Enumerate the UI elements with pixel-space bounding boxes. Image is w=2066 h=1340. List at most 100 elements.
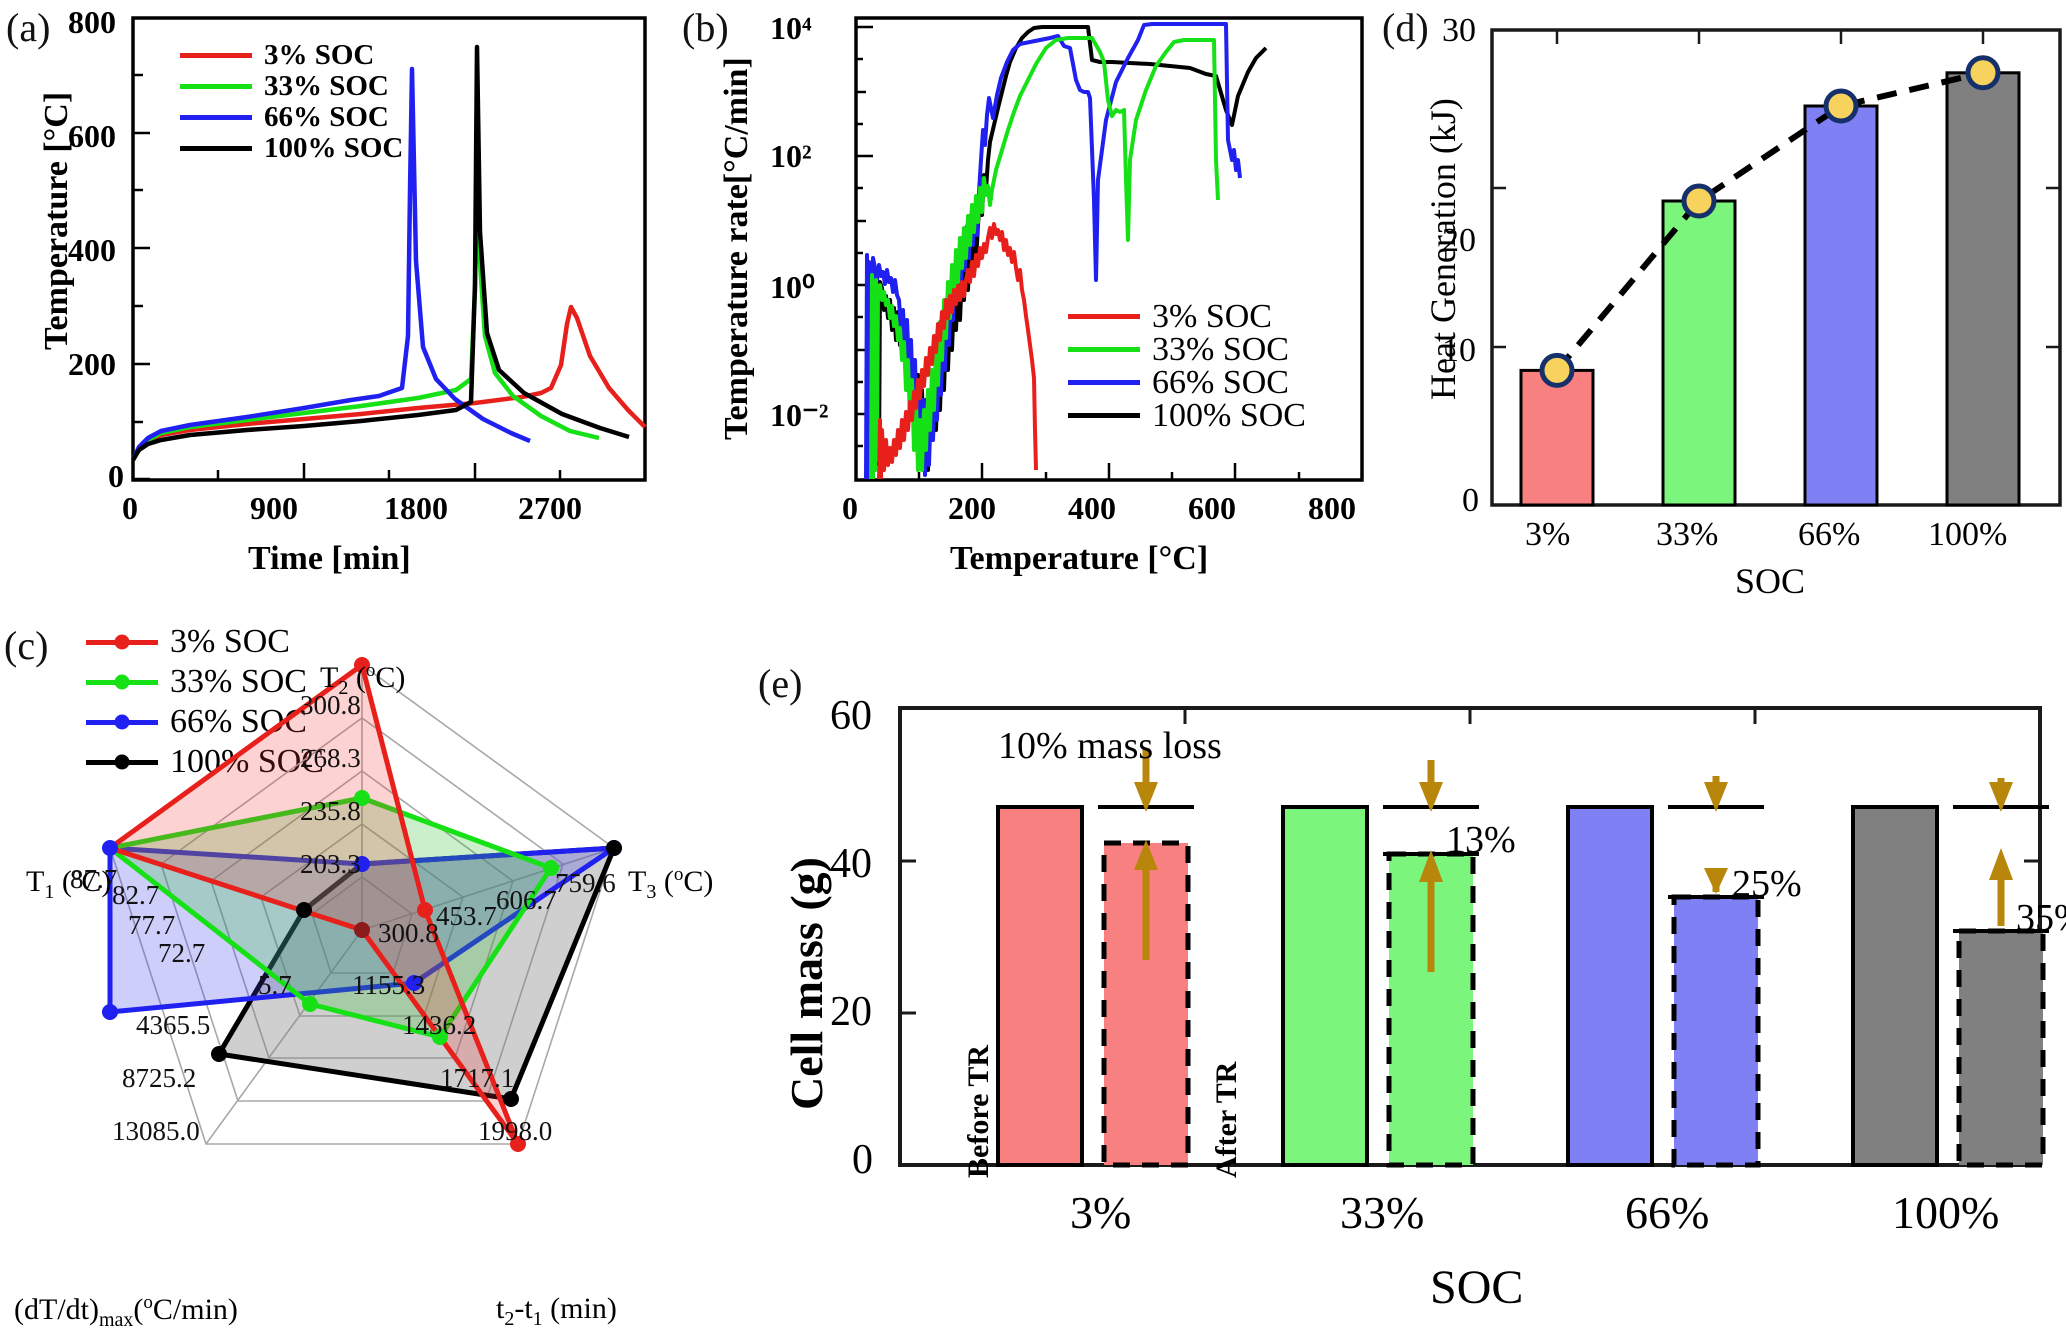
panel-b: (b) Temperature rate[°C/min] 10⁴ 10² 10⁰…	[660, 0, 1380, 600]
panel-e-xtick-3: 3%	[1070, 1187, 1132, 1238]
panel-e-bar-before-33	[1281, 805, 1369, 1167]
legend-line-marker-icon	[86, 719, 158, 725]
panel-d-xtick-66: 66%	[1798, 516, 1861, 553]
panel-a-legend-item-1: 33% SOC	[180, 70, 403, 102]
radar-points	[102, 657, 622, 1152]
panel-b-legend-item-2: 66% SOC	[1068, 363, 1306, 401]
panel-b-ytick-1e0: 10⁰	[770, 269, 815, 305]
panel-b-legend-label: 66% SOC	[1152, 363, 1289, 401]
panel-d-ytick-0: 0	[1462, 482, 1479, 519]
radar-axis-name-t2t1: t2-t1 (min)	[496, 1292, 617, 1330]
legend-line-icon	[1068, 380, 1140, 385]
panel-b-xtick-200: 200	[948, 490, 996, 526]
panel-e-ytick-40: 40	[830, 841, 872, 887]
panel-e-annotation-0: 10% mass loss	[998, 725, 1222, 767]
panel-a-legend-label: 100% SOC	[264, 132, 404, 164]
panel-b-legend-label: 3% SOC	[1152, 297, 1272, 335]
panel-b-legend-item-0: 3% SOC	[1068, 297, 1306, 335]
radar-tick-T3-2: 453.7	[436, 901, 497, 931]
panel-d-bar-66	[1803, 104, 1879, 507]
panel-e-plot	[898, 706, 2049, 1168]
panel-a-xtick-0: 0	[122, 490, 138, 526]
panel-a-ytick-800: 800	[68, 4, 116, 40]
radar-tick-t2t1-3: 1155.3	[352, 970, 426, 1000]
panel-c-legend-label: 33% SOC	[170, 663, 307, 700]
panel-d-ytick-30: 30	[1442, 12, 1476, 49]
panel-d-bar-3	[1519, 368, 1595, 507]
panel-a-xtick-2700: 2700	[518, 490, 582, 526]
legend-line-marker-icon	[86, 639, 158, 645]
panel-b-plot	[854, 16, 1364, 482]
panel-e-arrow-66	[1704, 776, 1728, 894]
legend-line-icon	[1068, 314, 1140, 319]
panel-c-label: (c)	[4, 623, 49, 668]
panel-e-bar-before-100	[1851, 805, 1939, 1167]
radar-tick-t2t1-0: 1998.0	[478, 1116, 553, 1146]
panel-c-legend-item-1: 33% SOC	[86, 662, 324, 702]
radar-axis-name-T3: T3 (oC)	[628, 864, 714, 903]
radar-tick-dTdt-3: 5.7	[258, 970, 292, 1000]
panel-d-xtick-33: 33%	[1656, 516, 1719, 553]
panel-e-arrow-3	[1134, 748, 1158, 960]
panel-c-legend-item-3: 100% SOC	[86, 742, 324, 782]
radar-tick-t2t1-1: 1717.1	[440, 1063, 515, 1093]
panel-a-ytick-400: 400	[68, 232, 116, 268]
panel-a-label: (a)	[6, 5, 51, 50]
panel-a-legend-item-2: 66% SOC	[180, 101, 403, 133]
panel-e-xtick-33: 33%	[1340, 1187, 1425, 1238]
panel-e-bar-after-66	[1671, 894, 1761, 1168]
legend-line-icon	[180, 84, 252, 89]
panel-e-bar-before-66	[1566, 805, 1654, 1167]
panel-e-annotation-2: 25%	[1732, 863, 1802, 905]
panel-b-legend-label: 100% SOC	[1152, 396, 1306, 434]
radar-tick-T1-1: 82.7	[112, 880, 160, 910]
panel-d-bar-100	[1945, 71, 2021, 507]
panel-a-xtick-900: 900	[250, 490, 298, 526]
radar-tick-T1-2: 77.7	[128, 910, 176, 940]
radar-tick-t2t1-2: 1436.2	[402, 1010, 477, 1040]
panel-e-inline-label-before: Before TR	[962, 1044, 995, 1178]
panel-e-xlabel: SOC	[1430, 1261, 1524, 1314]
legend-line-icon	[1068, 413, 1140, 418]
panel-d-xtick-3: 3%	[1525, 516, 1571, 553]
radar-axis-name-T1: T1 (oC)	[26, 864, 112, 903]
panel-c-legend-item-0: 3% SOC	[86, 622, 324, 662]
panel-d: (d) Heat Generation (kJ) 30 20 10 0	[1380, 0, 2066, 601]
panel-e-ytick-0: 0	[852, 1137, 873, 1183]
panel-d-ytick-10: 10	[1442, 332, 1476, 369]
legend-line-icon	[1068, 347, 1140, 352]
radar-axis-name-T2: T2 (oC)	[320, 660, 406, 699]
panel-a-legend-label: 3% SOC	[264, 39, 375, 71]
panel-e-annotation-1: 13%	[1446, 819, 1516, 861]
panel-e-bar-after-100	[1956, 928, 2046, 1168]
panel-a-ytick-600: 600	[68, 118, 116, 154]
panel-a-legend: 3% SOC 33% SOC 66% SOC 100% SOC	[180, 39, 404, 164]
legend-line-marker-icon	[86, 679, 158, 685]
radar-tick-T2-0: 300.8	[300, 690, 361, 720]
panel-a: (a) Temperature [°C] 800 600 400 200 0 0…	[0, 0, 660, 600]
panel-b-xtick-800: 800	[1308, 490, 1356, 526]
panel-b-legend-label: 33% SOC	[1152, 330, 1289, 368]
panel-a-xlabel: Time [min]	[248, 540, 411, 577]
panel-b-xtick-400: 400	[1068, 490, 1116, 526]
radar-tick-dTdt-0: 13085.0	[112, 1116, 200, 1146]
panel-a-plot	[130, 16, 647, 482]
panel-a-ytick-200: 200	[68, 346, 116, 382]
panel-a-legend-label: 33% SOC	[264, 70, 389, 102]
panel-e-xtick-66: 66%	[1625, 1187, 1710, 1238]
panel-d-label: (d)	[1382, 5, 1429, 50]
panel-c-legend: 3% SOC 33% SOC 66% SOC 100% SOC	[86, 622, 324, 782]
panel-b-legend-item-1: 33% SOC	[1068, 330, 1306, 368]
panel-b-label: (b)	[682, 5, 729, 50]
panel-b-ytick-1e2: 10²	[770, 138, 812, 174]
panel-a-legend-item-3: 100% SOC	[180, 132, 404, 164]
panel-c-radar	[102, 657, 622, 1152]
legend-line-icon	[180, 146, 252, 151]
panel-b-xtick-0: 0	[842, 490, 858, 526]
legend-line-icon	[180, 115, 252, 120]
panel-d-xtick-100: 100%	[1928, 516, 2008, 553]
radar-axis-name-dTdtmax: (dT/dt)max(oC/min)	[14, 1292, 238, 1331]
panel-e-annotation-3: 35%	[2016, 897, 2066, 939]
radar-tick-dTdt-2: 4365.5	[136, 1010, 211, 1040]
